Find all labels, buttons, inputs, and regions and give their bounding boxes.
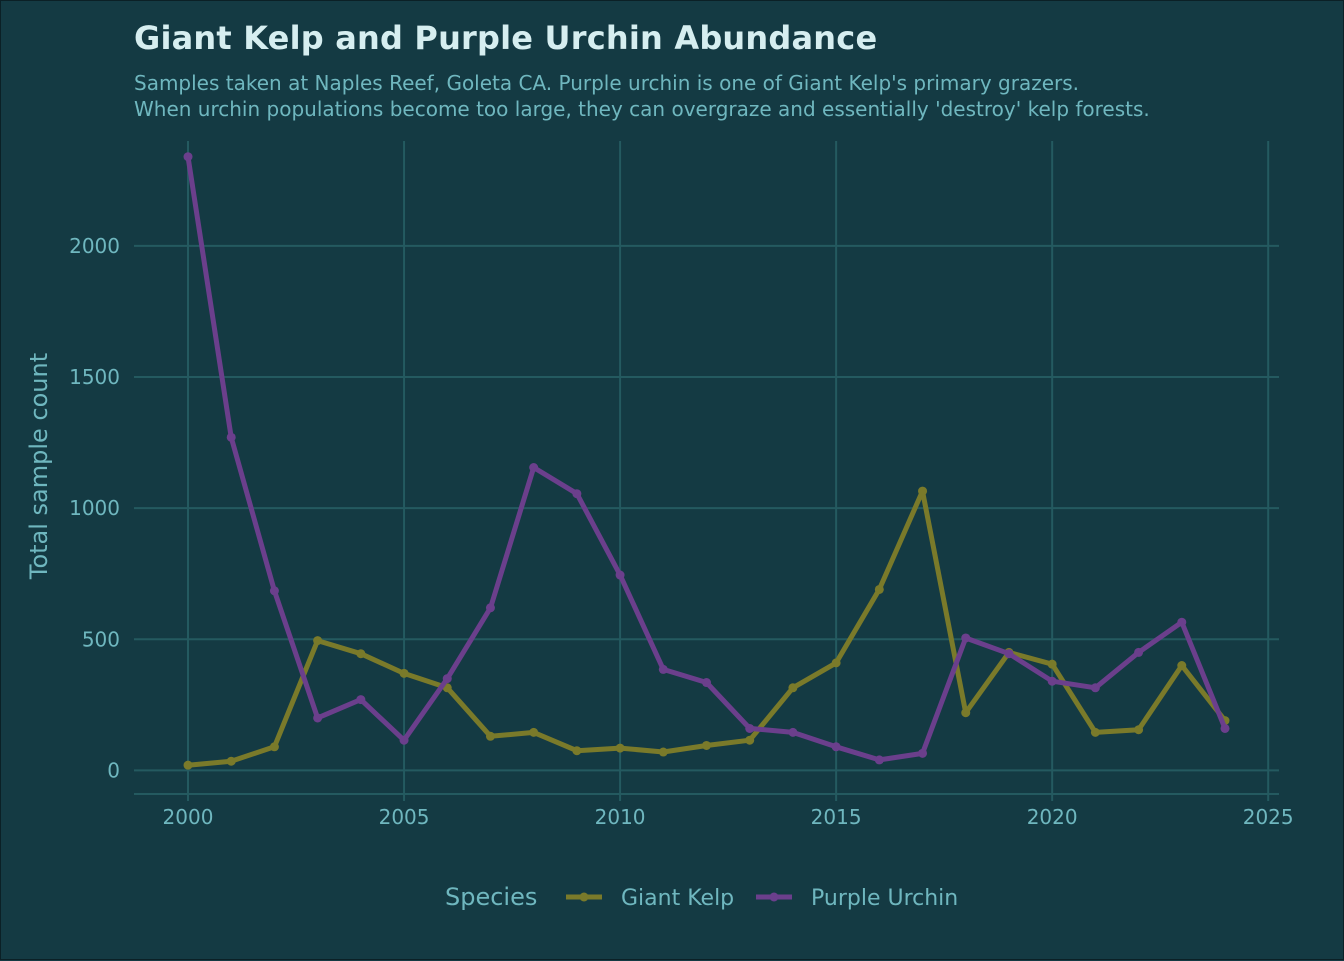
giant-kelp-point xyxy=(961,708,971,718)
purple-urchin-point xyxy=(572,489,582,499)
giant-kelp-point xyxy=(529,727,539,737)
purple-urchin-point xyxy=(269,586,279,596)
purple-urchin-point xyxy=(1134,647,1144,657)
legend-label: Purple Urchin xyxy=(811,886,958,911)
purple-urchin-series xyxy=(183,152,1230,765)
y-tick-label: 500 xyxy=(82,627,120,651)
y-tick-label: 0 xyxy=(107,758,120,782)
legend-title: Species xyxy=(445,883,537,911)
purple-urchin-line xyxy=(185,154,1228,763)
x-tick-label: 2010 xyxy=(595,805,646,829)
x-tick-label: 2005 xyxy=(379,805,430,829)
giant-kelp-point xyxy=(183,760,193,770)
giant-kelp-point xyxy=(269,742,279,752)
legend-item-giant-kelp: Giant Kelp xyxy=(566,886,734,911)
purple-urchin-point xyxy=(874,755,884,765)
chart-title: Giant Kelp and Purple Urchin Abundance xyxy=(134,19,878,57)
data-series xyxy=(183,152,1230,770)
purple-urchin-point xyxy=(1220,723,1230,733)
x-tick-label: 2015 xyxy=(811,805,862,829)
legend-label: Giant Kelp xyxy=(621,886,734,911)
x-tick-label: 2020 xyxy=(1027,805,1078,829)
purple-urchin-point xyxy=(961,633,971,643)
purple-urchin-point xyxy=(745,723,755,733)
y-tick-label: 2000 xyxy=(69,234,120,258)
purple-urchin-point xyxy=(615,570,625,580)
legend: Species Giant Kelp Purple Urchin xyxy=(445,883,958,911)
purple-urchin-point xyxy=(356,695,366,705)
legend-item-purple-urchin: Purple Urchin xyxy=(756,886,958,911)
purple-urchin-point xyxy=(313,713,323,723)
giant-kelp-point xyxy=(745,735,755,745)
purple-urchin-point xyxy=(658,664,668,674)
x-tick-label: 2025 xyxy=(1243,805,1294,829)
giant-kelp-point xyxy=(658,747,668,757)
giant-kelp-point xyxy=(788,683,798,693)
giant-kelp-point xyxy=(226,756,236,766)
purple-urchin-point xyxy=(442,674,452,684)
chart-subtitle-line-2: When urchin populations become too large… xyxy=(134,97,1150,121)
purple-urchin-point xyxy=(529,463,539,472)
giant-kelp-point xyxy=(615,743,625,753)
purple-urchin-point xyxy=(831,742,841,752)
purple-urchin-point xyxy=(399,735,409,745)
chart-subtitle-line-1: Samples taken at Naples Reef, Goleta CA.… xyxy=(134,71,1080,95)
giant-kelp-point xyxy=(918,486,928,496)
giant-kelp-point xyxy=(313,636,323,646)
purple-urchin-point xyxy=(1004,649,1014,659)
giant-kelp-point xyxy=(356,649,366,659)
purple-urchin-point xyxy=(183,152,193,162)
purple-urchin-point xyxy=(485,603,495,613)
giant-kelp-point xyxy=(485,731,495,741)
axis-tick-labels: 0 500 1000 1500 2000 2000 2005 2010 2015 2020 2025 xyxy=(69,234,1294,829)
giant-kelp-point xyxy=(874,584,884,594)
purple-urchin-point xyxy=(1047,676,1057,686)
giant-kelp-point xyxy=(1090,727,1100,737)
giant-kelp-point xyxy=(1134,725,1144,735)
purple-urchin-point xyxy=(788,727,798,737)
purple-urchin-point xyxy=(1177,617,1187,627)
purple-urchin-point xyxy=(702,678,711,688)
giant-kelp-point xyxy=(399,668,409,678)
giant-kelp-series xyxy=(183,486,1230,770)
grid-lines xyxy=(134,141,1279,801)
y-tick-label: 1000 xyxy=(69,496,120,520)
y-tick-label: 1500 xyxy=(69,365,120,389)
purple-urchin-point xyxy=(1090,683,1100,693)
y-axis-label: Total sample count xyxy=(25,353,53,580)
giant-kelp-point xyxy=(1047,659,1057,669)
x-tick-label: 2000 xyxy=(163,805,214,829)
legend-key-point xyxy=(579,892,589,902)
giant-kelp-point xyxy=(1177,660,1187,670)
legend-key-point xyxy=(769,892,779,902)
giant-kelp-point xyxy=(831,658,841,668)
giant-kelp-point xyxy=(572,746,582,756)
purple-urchin-point xyxy=(918,748,928,758)
giant-kelp-point xyxy=(702,740,711,750)
purple-urchin-point xyxy=(226,432,236,442)
giant-kelp-line xyxy=(185,488,1228,768)
